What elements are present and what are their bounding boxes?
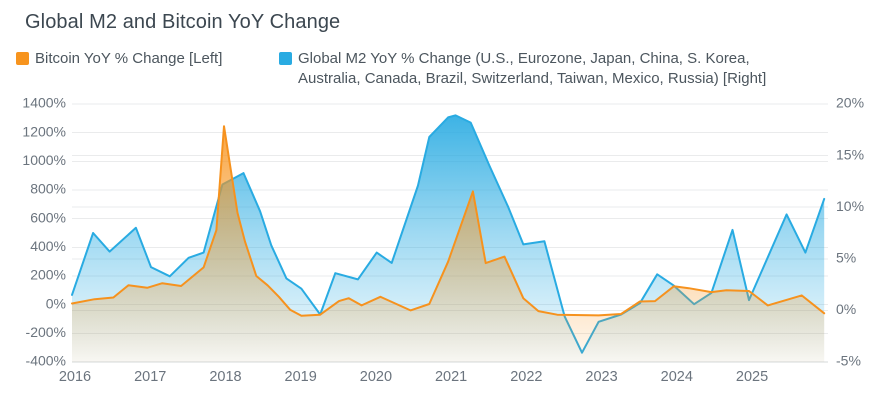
right-axis-tick-label: 10% bbox=[836, 198, 864, 214]
x-axis-tick-label: 2016 bbox=[59, 369, 91, 385]
right-axis-tick-label: 5% bbox=[836, 250, 856, 266]
left-axis-tick-label: 600% bbox=[30, 209, 66, 225]
legend-swatch-m2 bbox=[279, 52, 292, 65]
legend-label-bitcoin: Bitcoin YoY % Change [Left] bbox=[35, 50, 223, 67]
left-axis-tick-label: -400% bbox=[26, 353, 66, 369]
chart-title: Global M2 and Bitcoin YoY Change bbox=[25, 11, 341, 33]
legend-item-m2[interactable]: Global M2 YoY % Change (U.S., Eurozone, … bbox=[279, 49, 766, 89]
x-axis-tick-label: 2025 bbox=[736, 369, 768, 385]
left-axis-tick-label: 800% bbox=[30, 181, 66, 197]
left-axis-tick-label: 0% bbox=[46, 295, 66, 311]
legend-item-bitcoin[interactable]: Bitcoin YoY % Change [Left] bbox=[16, 49, 222, 69]
left-axis-tick-label: 1000% bbox=[22, 152, 66, 168]
left-axis-tick-label: 1400% bbox=[22, 95, 66, 111]
x-axis-labels: 2016 2017 2018 2019 2020 2021 2022 2023 2024 2025 bbox=[59, 369, 768, 385]
series-line-bitcoin bbox=[71, 125, 826, 317]
legend-label-m2: Global M2 YoY % Change (U.S., Eurozone, … bbox=[298, 50, 767, 87]
x-axis-tick-label: 2017 bbox=[134, 369, 166, 385]
right-axis-tick-label: 20% bbox=[836, 95, 864, 111]
right-axis-tick-label: 15% bbox=[836, 146, 864, 162]
x-axis-tick-label: 2024 bbox=[661, 369, 693, 385]
left-axis-tick-label: 1200% bbox=[22, 123, 66, 139]
series-areas bbox=[71, 114, 826, 363]
left-axis-tick-label: 400% bbox=[30, 238, 66, 254]
legend-swatch-bitcoin bbox=[16, 52, 29, 65]
series-area-bitcoin bbox=[72, 126, 825, 362]
x-axis-tick-label: 2023 bbox=[585, 369, 617, 385]
right-axis-labels: 20% 15% 10% 5% 0% -5% bbox=[836, 95, 864, 369]
x-axis-tick-label: 2020 bbox=[360, 369, 392, 385]
left-axis-tick-label: 200% bbox=[30, 267, 66, 283]
x-axis-tick-label: 2018 bbox=[209, 369, 241, 385]
x-axis-tick-label: 2022 bbox=[510, 369, 542, 385]
x-axis-tick-label: 2019 bbox=[285, 369, 317, 385]
left-axis-tick-label: -200% bbox=[26, 324, 66, 340]
right-axis-tick-label: 0% bbox=[836, 301, 856, 317]
x-axis-tick-label: 2021 bbox=[435, 369, 467, 385]
right-axis-tick-label: -5% bbox=[836, 353, 861, 369]
left-axis-labels: 1400% 1200% 1000% 800% 600% 400% 200% 0% -200% -4… bbox=[22, 95, 66, 369]
